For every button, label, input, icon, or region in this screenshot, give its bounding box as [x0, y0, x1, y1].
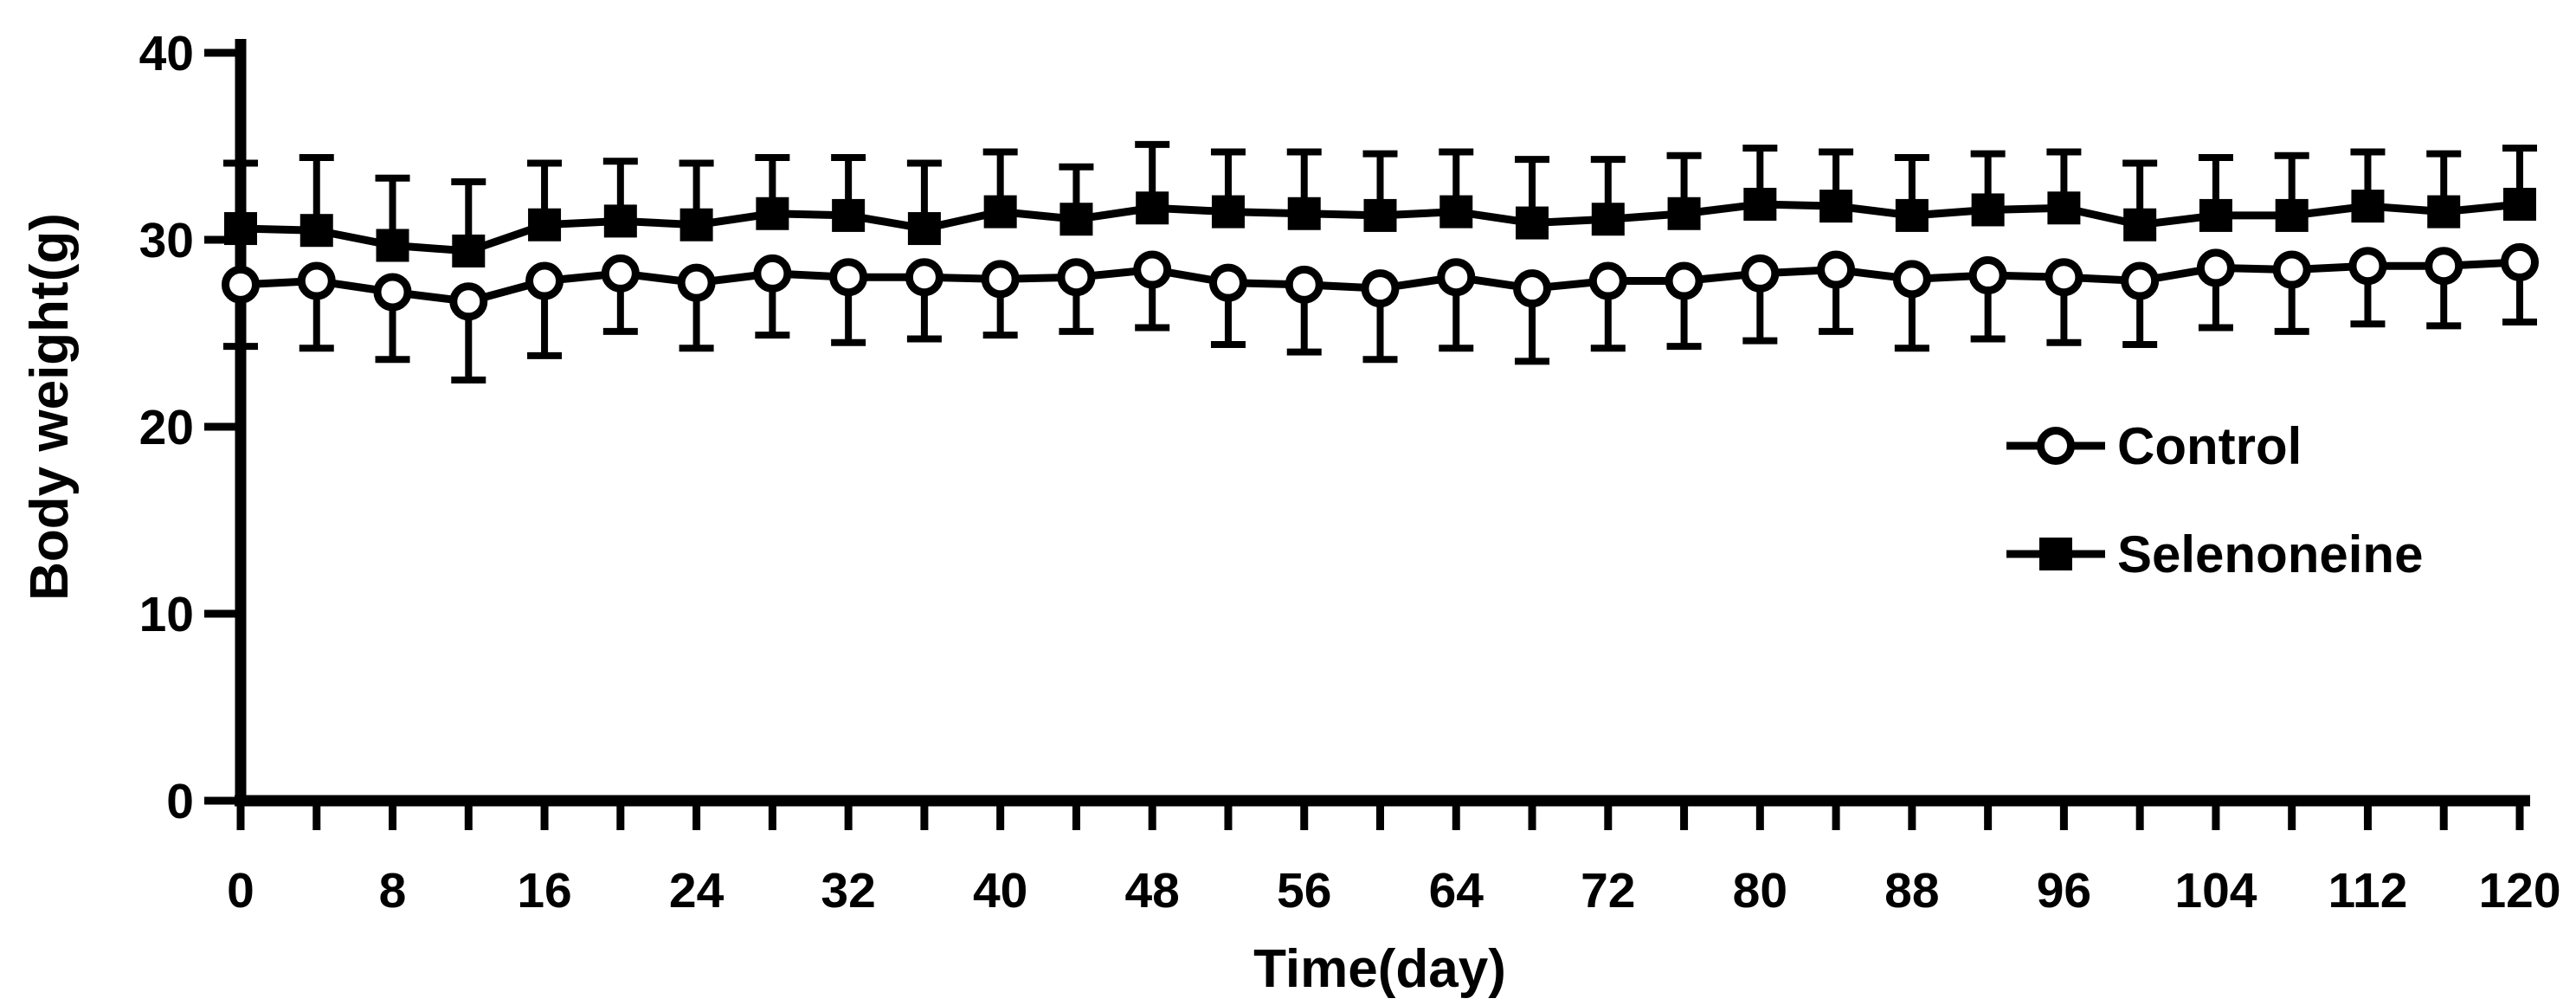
x-tick-label: 88 [1884, 863, 1939, 918]
data-point-marker [905, 258, 943, 297]
data-point-marker [224, 212, 257, 246]
data-point-marker [1211, 195, 1245, 229]
data-point-marker [1059, 203, 1093, 236]
data-point-marker [525, 261, 564, 300]
x-tick-label: 80 [1733, 863, 1787, 918]
data-point-marker [1057, 258, 1096, 297]
data-point-marker [1968, 256, 2007, 295]
y-tick-label: 20 [139, 400, 194, 455]
legend-label: Selenoneine [2117, 525, 2423, 583]
data-point-marker [1133, 250, 1172, 289]
x-tick-label: 40 [973, 863, 1027, 918]
data-point-marker [299, 214, 333, 248]
data-point-marker [753, 254, 792, 293]
circle-marker-icon [2037, 427, 2075, 465]
data-point-marker [2045, 258, 2083, 297]
legend-item-control [2006, 427, 2105, 465]
data-point-marker [373, 273, 412, 312]
data-point-marker [1439, 195, 1473, 229]
data-point-marker [1361, 269, 1400, 308]
data-point-marker [2351, 190, 2385, 223]
data-point-marker [1513, 269, 1552, 308]
y-tick-label: 40 [139, 26, 194, 81]
data-point-marker [297, 261, 336, 300]
data-point-marker [1437, 258, 1476, 297]
data-point-marker [2425, 247, 2463, 286]
data-point-marker [2196, 248, 2235, 287]
data-point-marker [1516, 206, 1549, 240]
data-point-marker [907, 212, 941, 246]
data-point-marker [452, 234, 486, 267]
data-point-marker [2427, 195, 2461, 229]
x-tick-label: 112 [2328, 863, 2407, 918]
x-tick-label: 24 [669, 863, 724, 918]
data-point-marker [756, 196, 789, 230]
legend [2006, 427, 2105, 570]
x-tick-label: 64 [1429, 863, 1484, 918]
series-selenoneine [223, 140, 2537, 267]
x-tick-label: 48 [1124, 863, 1179, 918]
x-tick-label: 32 [821, 863, 875, 918]
data-point-marker [677, 263, 716, 302]
data-point-marker [1208, 263, 1247, 302]
data-point-marker [2272, 250, 2311, 289]
x-tick-label: 0 [227, 863, 254, 918]
x-axis-title: Time(day) [1253, 939, 1506, 999]
data-point-marker [983, 195, 1017, 229]
data-point-marker [376, 229, 409, 262]
data-point-marker [603, 204, 637, 238]
data-point-marker [1287, 196, 1321, 230]
data-point-marker [1136, 191, 1169, 225]
data-point-marker [1285, 265, 1323, 304]
y-tick-label: 0 [166, 774, 194, 829]
data-point-marker [528, 208, 562, 242]
data-point-marker [2501, 242, 2539, 281]
x-tick-label: 104 [2174, 863, 2257, 918]
x-tick-label: 56 [1277, 863, 1331, 918]
data-point-marker [601, 254, 640, 293]
series-control [222, 242, 2539, 383]
data-point-marker [2275, 198, 2309, 232]
data-point-marker [1817, 250, 1856, 289]
data-point-marker [981, 260, 1020, 299]
data-point-marker [449, 282, 488, 321]
legend-item-selenoneine [2006, 538, 2105, 570]
data-point-marker [2348, 247, 2387, 286]
x-tick-label: 120 [2478, 863, 2560, 918]
data-point-marker [1819, 190, 1853, 223]
data-point-marker [2503, 187, 2536, 221]
data-point-marker [1667, 196, 1701, 230]
data-point-marker [1588, 261, 1627, 300]
data-point-marker [1363, 198, 1397, 232]
data-point-marker [832, 198, 866, 232]
data-point-marker [1591, 203, 1625, 236]
data-point-marker [1665, 261, 1703, 300]
legend-label: Control [2117, 417, 2302, 475]
data-point-marker [829, 258, 868, 297]
y-tick-label: 10 [139, 587, 194, 642]
x-tick-label: 16 [517, 863, 571, 918]
x-tick-label: 96 [2037, 863, 2091, 918]
data-point-marker [2123, 208, 2157, 242]
data-point-marker [2121, 261, 2160, 300]
data-point-marker [1971, 193, 2005, 227]
x-tick-label: 72 [1581, 863, 1635, 918]
data-point-marker [1895, 198, 1929, 232]
data-point-marker [1741, 254, 1780, 293]
y-axis-title: Body weight(g) [20, 213, 80, 601]
data-point-marker [1892, 260, 1931, 299]
x-tick-label: 8 [379, 863, 407, 918]
data-point-marker [222, 265, 260, 304]
data-point-marker [2047, 191, 2081, 225]
square-marker-icon [2039, 538, 2072, 570]
data-point-marker [1743, 187, 1777, 221]
data-point-marker [679, 208, 713, 242]
y-tick-label: 30 [139, 213, 194, 268]
data-point-marker [2199, 198, 2232, 232]
